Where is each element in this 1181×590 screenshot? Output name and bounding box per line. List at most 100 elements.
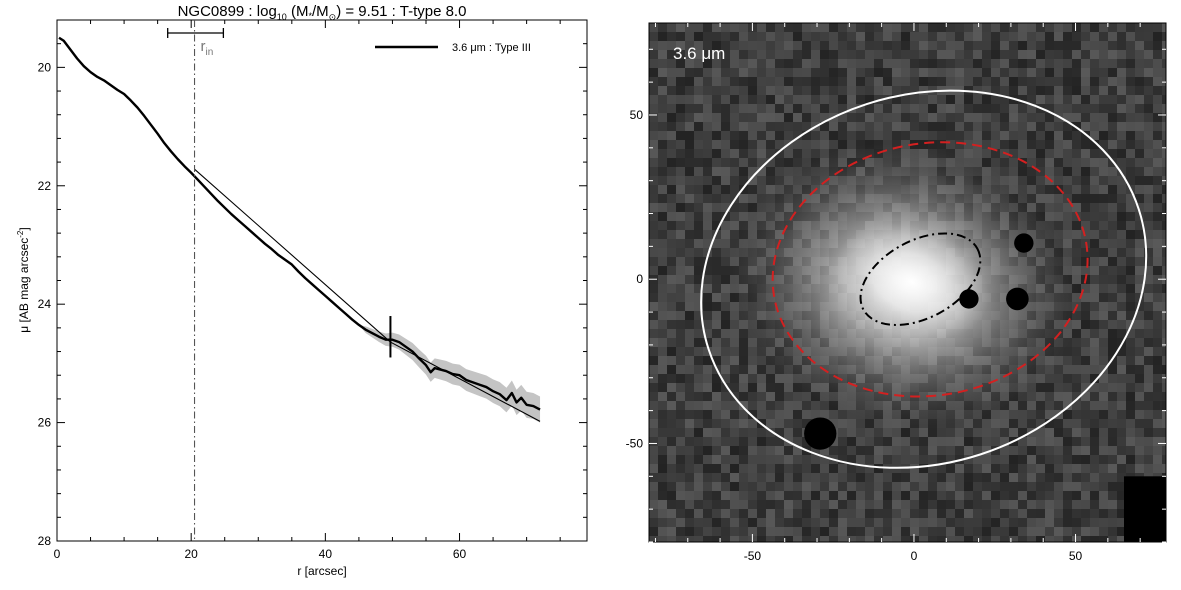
noise-pixel: [946, 122, 955, 131]
noise-pixel: [685, 518, 694, 527]
noise-pixel: [775, 149, 784, 158]
noise-pixel: [946, 41, 955, 50]
noise-pixel: [703, 95, 712, 104]
noise-pixel: [694, 392, 703, 401]
noise-pixel: [991, 491, 1000, 500]
noise-pixel: [865, 113, 874, 122]
noise-pixel: [1099, 329, 1108, 338]
noise-pixel: [1054, 68, 1063, 77]
noise-pixel: [739, 23, 748, 32]
noise-pixel: [667, 428, 676, 437]
noise-pixel: [1072, 50, 1081, 59]
noise-pixel: [1045, 86, 1054, 95]
noise-pixel: [1117, 203, 1126, 212]
noise-pixel: [1099, 167, 1108, 176]
noise-pixel: [676, 401, 685, 410]
noise-pixel: [1108, 221, 1117, 230]
noise-pixel: [1162, 347, 1166, 356]
noise-pixel: [667, 500, 676, 509]
noise-pixel: [1090, 194, 1099, 203]
noise-pixel: [1027, 131, 1036, 140]
noise-pixel: [1162, 50, 1166, 59]
noise-pixel: [1009, 32, 1018, 41]
noise-pixel: [1027, 473, 1036, 482]
noise-pixel: [775, 140, 784, 149]
noise-pixel: [1072, 203, 1081, 212]
noise-pixel: [1072, 221, 1081, 230]
noise-pixel: [685, 149, 694, 158]
noise-pixel: [775, 455, 784, 464]
noise-pixel: [703, 32, 712, 41]
noise-pixel: [712, 239, 721, 248]
noise-pixel: [973, 95, 982, 104]
noise-pixel: [649, 167, 658, 176]
noise-pixel: [1126, 68, 1135, 77]
noise-pixel: [973, 122, 982, 131]
noise-pixel: [793, 500, 802, 509]
noise-pixel: [1126, 356, 1135, 365]
noise-pixel: [649, 68, 658, 77]
noise-pixel: [1081, 158, 1090, 167]
noise-pixel: [847, 473, 856, 482]
noise-pixel: [901, 482, 910, 491]
noise-pixel: [1108, 239, 1117, 248]
noise-pixel: [1126, 257, 1135, 266]
noise-pixel: [658, 491, 667, 500]
noise-pixel: [1090, 113, 1099, 122]
noise-pixel: [694, 212, 703, 221]
noise-pixel: [982, 509, 991, 518]
noise-pixel: [658, 311, 667, 320]
noise-pixel: [784, 536, 793, 542]
noise-pixel: [955, 23, 964, 32]
legend: 3.6 μm : Type III: [375, 42, 531, 54]
noise-pixel: [739, 446, 748, 455]
noise-pixel: [1063, 95, 1072, 104]
noise-pixel: [685, 500, 694, 509]
noise-pixel: [1153, 167, 1162, 176]
noise-pixel: [829, 446, 838, 455]
noise-pixel: [1108, 347, 1117, 356]
noise-pixel: [739, 68, 748, 77]
noise-pixel: [820, 455, 829, 464]
noise-pixel: [703, 140, 712, 149]
noise-pixel: [676, 239, 685, 248]
noise-pixel: [712, 158, 721, 167]
noise-pixel: [928, 527, 937, 536]
noise-pixel: [982, 32, 991, 41]
noise-pixel: [1081, 491, 1090, 500]
noise-pixel: [838, 23, 847, 32]
noise-pixel: [946, 50, 955, 59]
noise-pixel: [919, 446, 928, 455]
noise-pixel: [910, 113, 919, 122]
noise-pixel: [1153, 311, 1162, 320]
noise-pixel: [757, 401, 766, 410]
noise-pixel: [712, 122, 721, 131]
noise-pixel: [883, 77, 892, 86]
noise-pixel: [739, 365, 748, 374]
noise-pixel: [910, 455, 919, 464]
noise-pixel: [685, 221, 694, 230]
noise-pixel: [937, 23, 946, 32]
noise-pixel: [1027, 41, 1036, 50]
noise-pixel: [937, 536, 946, 542]
noise-pixel: [892, 428, 901, 437]
noise-pixel: [694, 455, 703, 464]
noise-pixel: [676, 482, 685, 491]
noise-pixel: [1153, 383, 1162, 392]
noise-pixel: [892, 500, 901, 509]
noise-pixel: [1117, 491, 1126, 500]
noise-pixel: [1090, 491, 1099, 500]
noise-pixel: [1027, 527, 1036, 536]
noise-pixel: [919, 455, 928, 464]
noise-pixel: [1072, 329, 1081, 338]
noise-pixel: [1027, 518, 1036, 527]
noise-pixel: [1090, 437, 1099, 446]
noise-pixel: [694, 491, 703, 500]
noise-pixel: [1126, 140, 1135, 149]
noise-pixel: [1090, 410, 1099, 419]
ellipse-inner: [859, 232, 982, 326]
noise-pixel: [1036, 68, 1045, 77]
noise-pixel: [757, 131, 766, 140]
noise-pixel: [1144, 140, 1153, 149]
noise-pixel: [838, 446, 847, 455]
